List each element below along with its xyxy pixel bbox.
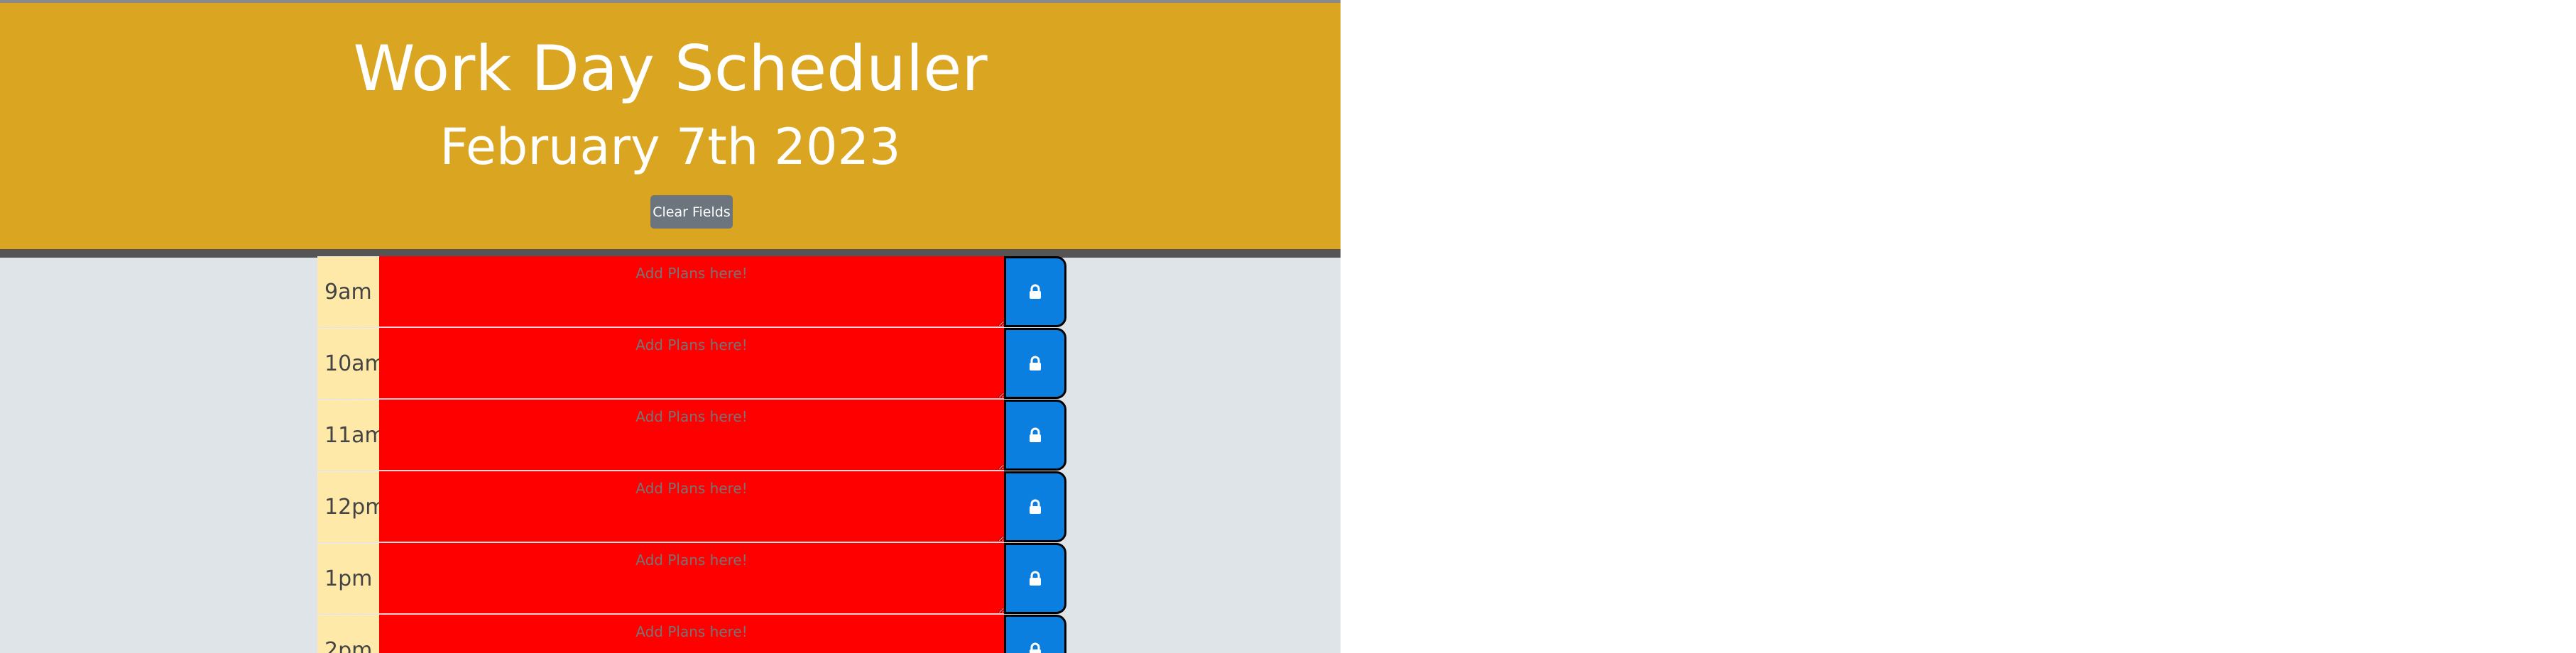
hour-label: 10am	[317, 328, 386, 399]
app: Work Day Scheduler February 7th 2023 Cle…	[0, 0, 1341, 653]
save-button[interactable]	[1004, 471, 1066, 542]
title: Work Day Scheduler	[353, 32, 988, 105]
lock-icon	[1030, 356, 1041, 371]
lock-icon	[1030, 571, 1041, 586]
time-block: 12pm	[317, 471, 1066, 542]
lock-icon	[1030, 427, 1041, 442]
hour-label: 11am	[317, 400, 386, 471]
save-button[interactable]	[1004, 256, 1066, 327]
hour-label: 9am	[317, 256, 379, 327]
plan-input[interactable]	[379, 400, 1004, 471]
time-block: 1pm	[317, 543, 1066, 614]
save-button[interactable]	[1004, 615, 1066, 653]
time-block: 10am	[317, 328, 1066, 399]
lock-icon	[1030, 284, 1041, 299]
save-button[interactable]	[1004, 543, 1066, 614]
time-block: 2pm	[317, 615, 1066, 653]
time-block: 9am	[317, 256, 1066, 327]
lock-icon	[1030, 642, 1041, 653]
plan-input[interactable]	[379, 328, 1004, 399]
lock-icon	[1030, 499, 1041, 514]
plan-input[interactable]	[379, 543, 1004, 614]
current-date: February 7th 2023	[440, 118, 901, 176]
time-block: 11am	[317, 400, 1066, 471]
save-button[interactable]	[1004, 400, 1066, 471]
hour-label: 12pm	[317, 471, 386, 542]
hour-label: 1pm	[317, 543, 379, 614]
clear-button[interactable]: Clear Fields	[650, 195, 733, 229]
plan-input[interactable]	[379, 471, 1004, 542]
plan-input[interactable]	[379, 615, 1004, 653]
save-button[interactable]	[1004, 328, 1066, 399]
hour-label: 2pm	[317, 615, 379, 653]
plan-input[interactable]	[379, 256, 1004, 327]
header: Work Day Scheduler February 7th 2023 Cle…	[0, 0, 1341, 258]
time-blocks: 9am10am11am12pm1pm2pm	[317, 256, 1066, 653]
